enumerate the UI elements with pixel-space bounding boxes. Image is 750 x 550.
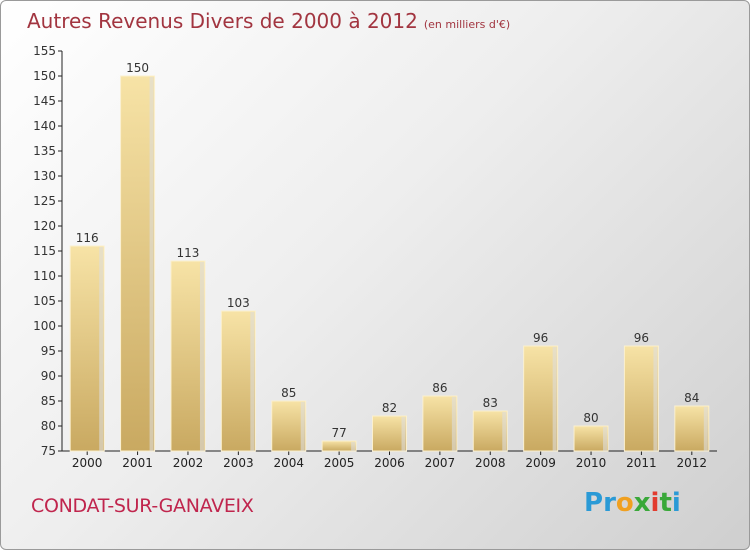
bar-shadow [653,347,658,451]
x-tick-label: 2009 [525,456,556,470]
bar [573,425,609,452]
proxiti-logo: Proxiti [584,488,681,518]
x-tick-label: 2008 [475,456,506,470]
x-tick-label: 2002 [173,456,204,470]
y-tick-label: 155 [33,44,56,58]
bar-value-label: 80 [583,411,598,425]
bar-value-label: 96 [533,331,548,345]
axes: 75 80 85 90 95 100 105 110 115 120 125 130 135 140 145… [33,44,717,470]
x-tick-label: 2011 [626,456,657,470]
bar-shadow [99,247,104,451]
y-tick-label: 130 [33,169,56,183]
y-tick-label: 85 [41,394,56,408]
bar-value-label: 77 [331,426,346,440]
city-name: CONDAT-SUR-GANAVEIX [31,495,254,517]
chart-unit: (en milliers d'€) [423,18,511,31]
bar [472,410,508,452]
y-tick-label: 120 [33,219,56,233]
y-tick-label: 140 [33,119,56,133]
bar [523,345,559,452]
x-tick-label: 2001 [122,456,153,470]
bar-shadow [451,397,456,451]
bar-chart: 75 80 85 90 95 100 105 110 115 120 125 130 135 140 145… [33,44,717,470]
x-tick-label: 2010 [576,456,607,470]
y-tick-label: 105 [33,294,56,308]
bar [69,245,105,452]
x-tick-label: 2000 [72,456,103,470]
x-tick-label: 2003 [223,456,254,470]
bar-shadow [199,262,204,451]
y-tick-label: 135 [33,144,56,158]
x-tick-label: 2006 [374,456,405,470]
y-tick-label: 110 [33,269,56,283]
bar-shadow [603,427,608,451]
bar [674,405,710,452]
bar-value-label: 84 [684,391,699,405]
bar-shadow [351,442,356,451]
value-labels: 116 150 113 103 85 77 82 86 83 96 80 96 84 [76,61,700,440]
bar [120,75,156,452]
bar [170,260,206,452]
bar [271,400,307,452]
y-tick-label: 125 [33,194,56,208]
bar-shadow [502,412,507,451]
y-tick-label: 145 [33,94,56,108]
y-tick-label: 90 [41,369,56,383]
bar-shadow [149,77,154,451]
y-tick-label: 95 [41,344,56,358]
bar [321,440,357,452]
bar-value-label: 85 [281,386,296,400]
x-tick-label: 2007 [425,456,456,470]
y-tick-label: 80 [41,419,56,433]
bar-value-label: 86 [432,381,447,395]
bar-value-label: 82 [382,401,397,415]
bar-shadow [300,402,305,451]
bar-shadow [552,347,557,451]
chart-title: Autres Revenus Divers de 2000 à 2012 (en … [27,9,510,33]
bar-shadow [703,407,708,451]
chart-title-text: Autres Revenus Divers de 2000 à 2012 [27,9,418,33]
bar-shadow [250,312,255,451]
bars [69,75,710,452]
x-tick-label: 2005 [324,456,355,470]
bar-value-label: 113 [177,246,200,260]
y-tick-label: 150 [33,69,56,83]
bar [623,345,659,452]
y-tick-label: 115 [33,244,56,258]
bar-shadow [401,417,406,451]
bar [422,395,458,452]
bar-value-label: 96 [634,331,649,345]
bar-value-label: 83 [483,396,498,410]
y-tick-label: 100 [33,319,56,333]
bar-value-label: 103 [227,296,250,310]
bar-value-label: 150 [126,61,149,75]
x-tick-label: 2012 [677,456,708,470]
y-tick-label: 75 [41,444,56,458]
bar [372,415,407,452]
x-tick-label: 2004 [273,456,304,470]
bar-value-label: 116 [76,231,99,245]
bar [220,310,256,452]
